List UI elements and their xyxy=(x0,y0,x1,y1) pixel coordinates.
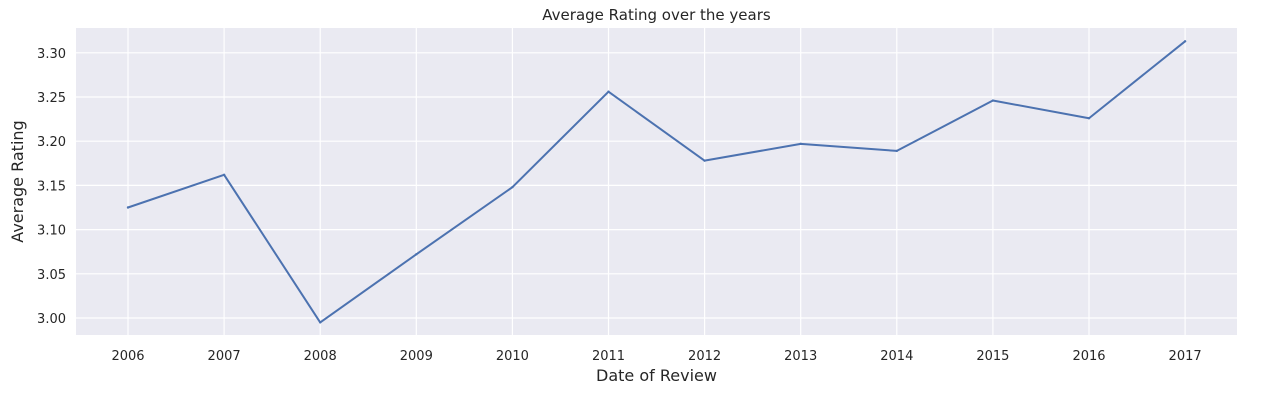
data-point xyxy=(607,90,610,93)
data-point xyxy=(703,159,706,162)
data-point xyxy=(895,149,898,153)
y-tick-label: 3.15 xyxy=(37,179,66,194)
data-point xyxy=(126,206,130,209)
y-tick-label: 3.10 xyxy=(37,224,66,239)
x-axis-label: Date of Review xyxy=(596,366,717,385)
x-tick-label: 2017 xyxy=(1169,349,1202,364)
y-tick-label: 3.05 xyxy=(37,268,66,283)
x-tick-label: 2016 xyxy=(1072,349,1105,364)
series-layer xyxy=(126,40,1187,324)
x-tick-label: 2011 xyxy=(592,349,625,364)
x-tick-label: 2008 xyxy=(304,349,337,364)
y-tick-label: 3.30 xyxy=(37,47,66,62)
x-tick-label: 2014 xyxy=(880,349,913,364)
data-point xyxy=(222,173,226,176)
x-tick-label: 2010 xyxy=(496,349,529,364)
data-point xyxy=(1183,40,1187,43)
y-tick-label: 3.00 xyxy=(37,312,66,327)
x-tick-label: 2013 xyxy=(784,349,817,364)
x-tick-label: 2012 xyxy=(688,349,721,364)
x-tick-label: 2007 xyxy=(208,349,241,364)
x-tick-label: 2006 xyxy=(111,349,144,364)
chart-title: Average Rating over the years xyxy=(542,6,771,24)
data-point xyxy=(799,142,802,146)
y-axis-label: Average Rating xyxy=(8,120,27,242)
y-tick-label: 3.20 xyxy=(37,135,66,150)
data-point xyxy=(1087,117,1091,120)
data-point xyxy=(511,185,514,189)
data-point xyxy=(991,99,995,102)
plot-area xyxy=(76,28,1237,335)
x-tick-label: 2009 xyxy=(400,349,433,364)
grid-lines xyxy=(76,28,1237,335)
series-line xyxy=(127,40,1187,324)
x-tick-label: 2015 xyxy=(976,349,1009,364)
y-tick-label: 3.25 xyxy=(37,91,66,106)
tick-labels: 3.00 3.05 3.10 3.15 3.20 3.25 3.30 2006 2007 2008… xyxy=(37,47,1202,364)
data-point xyxy=(415,253,418,256)
data-point xyxy=(319,321,322,324)
